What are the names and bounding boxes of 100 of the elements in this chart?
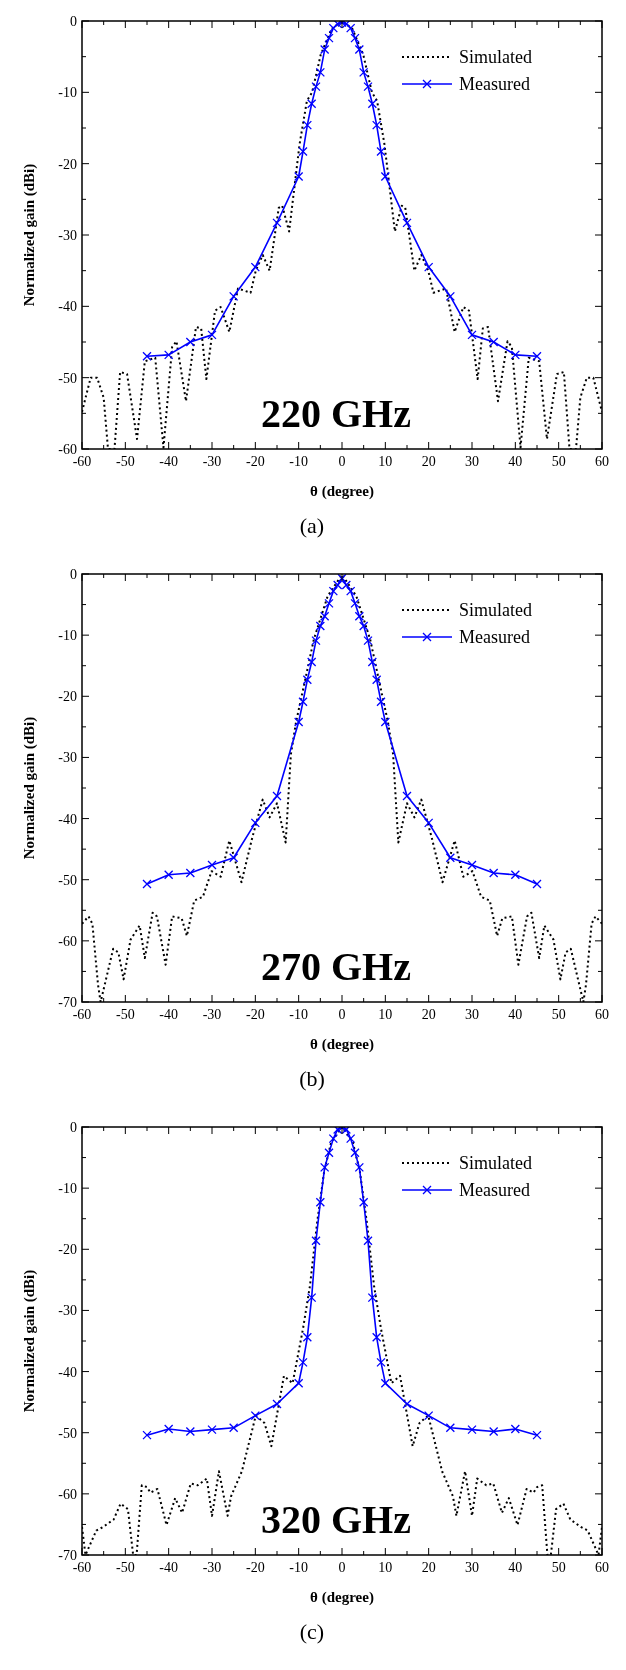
legend-label: Measured [459,627,530,647]
point [250,262,260,272]
point [320,1162,330,1172]
point [307,657,317,667]
point [207,860,217,870]
point [359,1197,369,1207]
x-tick-label: 0 [338,454,346,469]
point [510,1424,520,1434]
point [294,171,304,182]
point [272,1399,282,1409]
x-tick-label: 50 [551,454,566,469]
x-tick-label: 40 [508,454,523,469]
point [294,717,304,727]
point [359,67,369,78]
point [298,1357,308,1368]
y-tick-label: 0 [70,567,77,582]
legend-label: Measured [459,74,530,94]
x-tick-label: 10 [378,1007,393,1022]
point [315,1197,325,1207]
y-tick-label: -70 [58,995,77,1010]
y-tick-label: -40 [58,811,77,827]
point [380,171,390,182]
point [510,350,520,360]
point [142,879,152,889]
legend-label: Simulated [459,1153,532,1173]
y-tick-label: -50 [58,370,77,386]
point [272,218,282,228]
point [311,81,321,92]
point [445,1423,455,1433]
x-tick-label: -10 [289,1560,308,1575]
point [424,1410,434,1421]
x-tick-label: -30 [202,454,222,469]
y-tick-label: -70 [58,1548,77,1563]
x-tick-label: -20 [246,454,265,469]
point [207,330,217,340]
point [307,1292,317,1303]
point [532,879,542,889]
point [302,1332,312,1342]
point [402,1399,412,1409]
y-tick-label: -60 [58,933,77,949]
x-tick-label: -10 [289,454,308,469]
point [367,657,377,667]
legend-label: Measured [459,1180,530,1200]
y-tick-label: -50 [58,1425,77,1441]
point [354,1162,364,1172]
x-tick-label: 60 [595,1560,609,1575]
point [229,1423,239,1433]
point [294,1378,304,1388]
x-tick-label: 50 [551,1007,566,1022]
x-tick-label: 40 [508,1007,523,1022]
text: (a) [299,513,325,538]
point [307,99,317,109]
y-axis-title: Normalized gain (dBi) [21,716,38,860]
point [337,574,347,583]
point [372,1332,382,1342]
y-tick-label: -60 [58,1486,77,1502]
x-tick-label: 10 [378,1560,393,1575]
point [467,1425,477,1435]
point [164,1424,174,1434]
legend-label: Simulated [459,47,532,67]
x-tick-label: -50 [116,454,135,469]
y-tick-label: -20 [58,689,77,705]
x-axis-title: θ (degree) [310,1589,374,1606]
point [350,33,360,43]
y-axis-title: Normalized gain (dBi) [21,1269,38,1413]
point [489,337,499,347]
point [315,67,325,78]
y-tick-label: -50 [58,872,77,888]
y-tick-label: -40 [58,299,77,315]
point [532,1430,542,1440]
y-tick-label: -40 [58,1364,77,1380]
x-tick-label: 60 [595,1007,609,1022]
point [424,818,434,828]
x-tick-label: 20 [421,454,436,469]
point [402,791,412,801]
x-tick-label: -50 [116,1007,135,1022]
point [354,611,364,621]
x-tick-label: -20 [246,1007,265,1022]
point [350,598,360,608]
point [328,586,338,596]
point [324,598,334,608]
y-tick-label: 0 [70,14,77,29]
x-tick-label: -30 [202,1007,222,1022]
point [346,586,356,596]
x-tick-label: -50 [116,1560,135,1575]
point [346,1133,356,1144]
point [320,44,330,55]
point [315,621,325,631]
y-tick-label: -10 [58,85,77,101]
annotation: 270 GHz [261,944,411,989]
point [324,33,334,43]
point [302,120,312,130]
point [164,870,174,880]
point [367,99,377,109]
x-tick-label: -10 [289,1007,308,1022]
point [272,791,282,801]
point [489,1426,499,1437]
point [320,611,330,621]
point [298,697,308,707]
x-tick-label: 20 [421,1007,436,1022]
